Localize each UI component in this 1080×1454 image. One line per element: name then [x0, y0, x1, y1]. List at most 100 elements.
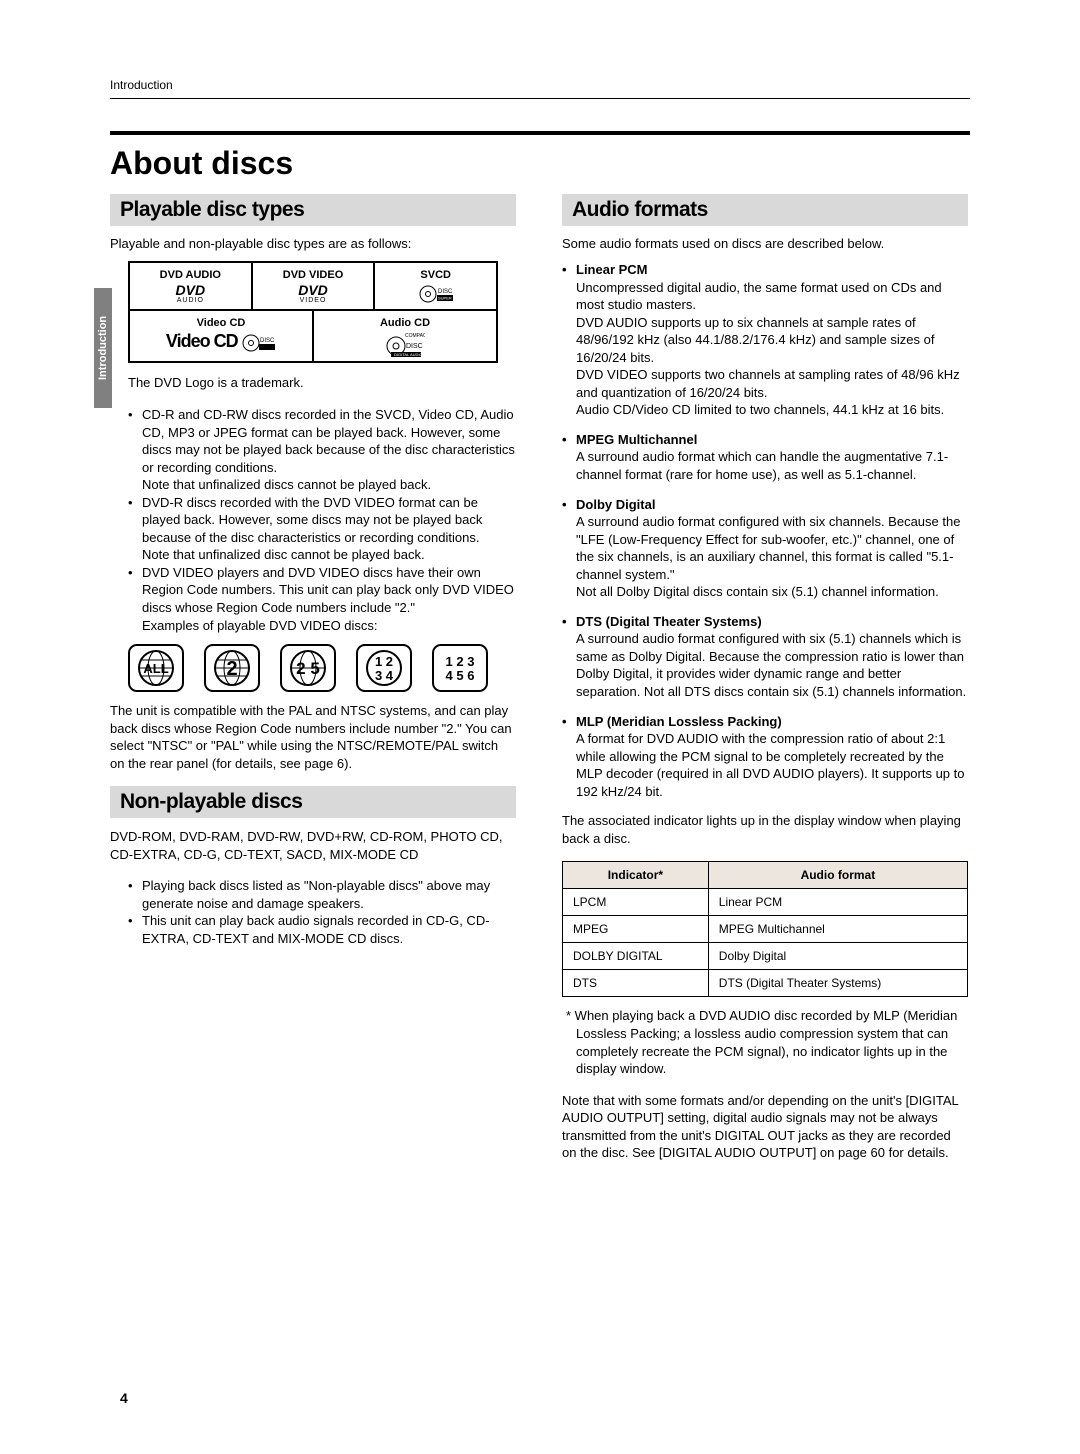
- disc-icon: COMPACT DISC DIGITAL AUDIO: [385, 331, 425, 357]
- disc-icon: DISC: [242, 332, 276, 354]
- dvd-sub: AUDIO: [134, 297, 247, 304]
- disc-label: SVCD: [379, 269, 492, 281]
- right-column: Audio formats Some audio formats used on…: [562, 194, 968, 1176]
- disc-cell-dvd-audio: DVD AUDIO DVD AUDIO: [129, 262, 252, 310]
- bullet-item: DVD-R discs recorded with the DVD VIDEO …: [128, 494, 516, 564]
- disc-cell-dvd-video: DVD VIDEO DVD VIDEO: [252, 262, 375, 310]
- heavy-rule: [110, 131, 970, 135]
- svg-text:SUPER VIDEO: SUPER VIDEO: [438, 296, 454, 301]
- audio-formats-intro: Some audio formats used on discs are des…: [562, 236, 968, 251]
- table-cell: DTS (Digital Theater Systems): [708, 970, 967, 997]
- format-item: Dolby Digital A surround audio format co…: [562, 496, 968, 601]
- format-title: DTS (Digital Theater Systems): [576, 614, 762, 629]
- table-row: DTS DTS (Digital Theater Systems): [563, 970, 968, 997]
- playable-intro: Playable and non-playable disc types are…: [110, 236, 516, 251]
- audio-formats-list: Linear PCM Uncompressed digital audio, t…: [562, 261, 968, 800]
- format-title: Linear PCM: [576, 262, 648, 277]
- svg-text:DISC: DISC: [260, 338, 275, 344]
- format-body: A surround audio format configured with …: [576, 514, 960, 599]
- table-cell: Dolby Digital: [708, 943, 967, 970]
- bullet-subnote: Note that unfinalized discs cannot be pl…: [142, 476, 516, 494]
- region-badge-2: 2: [204, 644, 260, 692]
- dvd-logo: DVD: [257, 283, 370, 297]
- bullet-item: This unit can play back audio signals re…: [128, 912, 516, 947]
- svg-text:ALL: ALL: [143, 661, 168, 676]
- table-cell: DTS: [563, 970, 709, 997]
- format-body: Uncompressed digital audio, the same for…: [576, 280, 960, 418]
- table-cell: LPCM: [563, 889, 709, 916]
- nonplayable-list: DVD-ROM, DVD-RAM, DVD-RW, DVD+RW, CD-ROM…: [110, 828, 516, 863]
- compat-para: The unit is compatible with the PAL and …: [110, 702, 516, 772]
- table-header-row: Indicator* Audio format: [563, 862, 968, 889]
- disc-cell-video-cd: Video CD Video CD DISC: [129, 310, 313, 362]
- format-item: Linear PCM Uncompressed digital audio, t…: [562, 261, 968, 419]
- bullet-item: CD-R and CD-RW discs recorded in the SVC…: [128, 406, 516, 494]
- svg-text:3 4: 3 4: [375, 668, 394, 683]
- bullet-text: DVD VIDEO players and DVD VIDEO discs ha…: [142, 565, 514, 615]
- side-tab: Introduction: [94, 288, 112, 408]
- disc-grid: DVD AUDIO DVD AUDIO DVD VIDEO DVD VIDEO …: [128, 261, 498, 363]
- region-badge-123456: 1 2 3 4 5 6: [432, 644, 488, 692]
- bullet-subnote: Note that unfinalized disc cannot be pla…: [142, 546, 516, 564]
- format-title: MPEG Multichannel: [576, 432, 697, 447]
- audio-formats-heading: Audio formats: [562, 194, 968, 226]
- table-row: DOLBY DIGITAL Dolby Digital: [563, 943, 968, 970]
- table-cell: MPEG: [563, 916, 709, 943]
- bullet-item: Playing back discs listed as "Non-playab…: [128, 877, 516, 912]
- disc-cell-svcd: SVCD DISC SUPER VIDEO: [374, 262, 497, 310]
- table-row: LPCM Linear PCM: [563, 889, 968, 916]
- bullet-item: DVD VIDEO players and DVD VIDEO discs ha…: [128, 564, 516, 634]
- format-title: MLP (Meridian Lossless Packing): [576, 714, 782, 729]
- closing-note: Note that with some formats and/or depen…: [562, 1092, 968, 1162]
- region-code-row: ALL 2 2 5 1 2 3: [110, 644, 516, 692]
- bullet-subnote: Examples of playable DVD VIDEO discs:: [142, 617, 516, 635]
- page-number: 4: [120, 1390, 128, 1406]
- format-body: A surround audio format configured with …: [576, 631, 966, 699]
- videocd-logo: Video CD: [166, 331, 238, 351]
- table-header: Indicator*: [563, 862, 709, 889]
- table-intro: The associated indicator lights up in th…: [562, 812, 968, 847]
- region-badge-1234: 1 2 3 4: [356, 644, 412, 692]
- table-header: Audio format: [708, 862, 967, 889]
- disc-label: Audio CD: [318, 317, 492, 329]
- disc-label: DVD AUDIO: [134, 269, 247, 281]
- format-item: MLP (Meridian Lossless Packing) A format…: [562, 713, 968, 801]
- disc-cell-audio-cd: Audio CD COMPACT DISC DIGITAL AUDIO: [313, 310, 497, 362]
- dvd-logo: DVD: [134, 283, 247, 297]
- table-cell: DOLBY DIGITAL: [563, 943, 709, 970]
- bullet-text: DVD-R discs recorded with the DVD VIDEO …: [142, 495, 482, 545]
- columns: Playable disc types Playable and non-pla…: [110, 194, 970, 1176]
- nonplayable-bullets: Playing back discs listed as "Non-playab…: [110, 877, 516, 947]
- svg-text:4 5 6: 4 5 6: [446, 668, 475, 683]
- left-column: Playable disc types Playable and non-pla…: [110, 194, 516, 1176]
- table-row: MPEG MPEG Multichannel: [563, 916, 968, 943]
- dvd-sub: VIDEO: [257, 297, 370, 304]
- table-footnote: * When playing back a DVD AUDIO disc rec…: [562, 1007, 968, 1077]
- indicator-table: Indicator* Audio format LPCM Linear PCM …: [562, 861, 968, 997]
- format-item: DTS (Digital Theater Systems) A surround…: [562, 613, 968, 701]
- bullet-text: CD-R and CD-RW discs recorded in the SVC…: [142, 407, 515, 475]
- disc-icon: DISC SUPER VIDEO: [418, 283, 454, 305]
- svg-text:1 2: 1 2: [375, 654, 393, 669]
- disc-label: DVD VIDEO: [257, 269, 370, 281]
- svg-text:2: 2: [226, 658, 237, 680]
- running-head: Introduction: [110, 78, 970, 92]
- region-badge-all: ALL: [128, 644, 184, 692]
- svg-text:1 2 3: 1 2 3: [446, 654, 475, 669]
- disc-label: Video CD: [134, 317, 308, 329]
- table-cell: Linear PCM: [708, 889, 967, 916]
- head-rule: [110, 98, 970, 99]
- svg-text:DIGITAL AUDIO: DIGITAL AUDIO: [394, 352, 423, 357]
- format-body: A format for DVD AUDIO with the compress…: [576, 731, 965, 799]
- svg-text:DISC: DISC: [438, 289, 453, 295]
- format-body: A surround audio format which can handle…: [576, 449, 948, 482]
- format-item: MPEG Multichannel A surround audio forma…: [562, 431, 968, 484]
- svg-text:COMPACT: COMPACT: [405, 333, 425, 339]
- svg-text:2 5: 2 5: [296, 659, 320, 678]
- table-cell: MPEG Multichannel: [708, 916, 967, 943]
- nonplayable-heading: Non-playable discs: [110, 786, 516, 818]
- playable-bullets: CD-R and CD-RW discs recorded in the SVC…: [110, 406, 516, 634]
- format-title: Dolby Digital: [576, 497, 655, 512]
- region-badge-25: 2 5: [280, 644, 336, 692]
- playable-heading: Playable disc types: [110, 194, 516, 226]
